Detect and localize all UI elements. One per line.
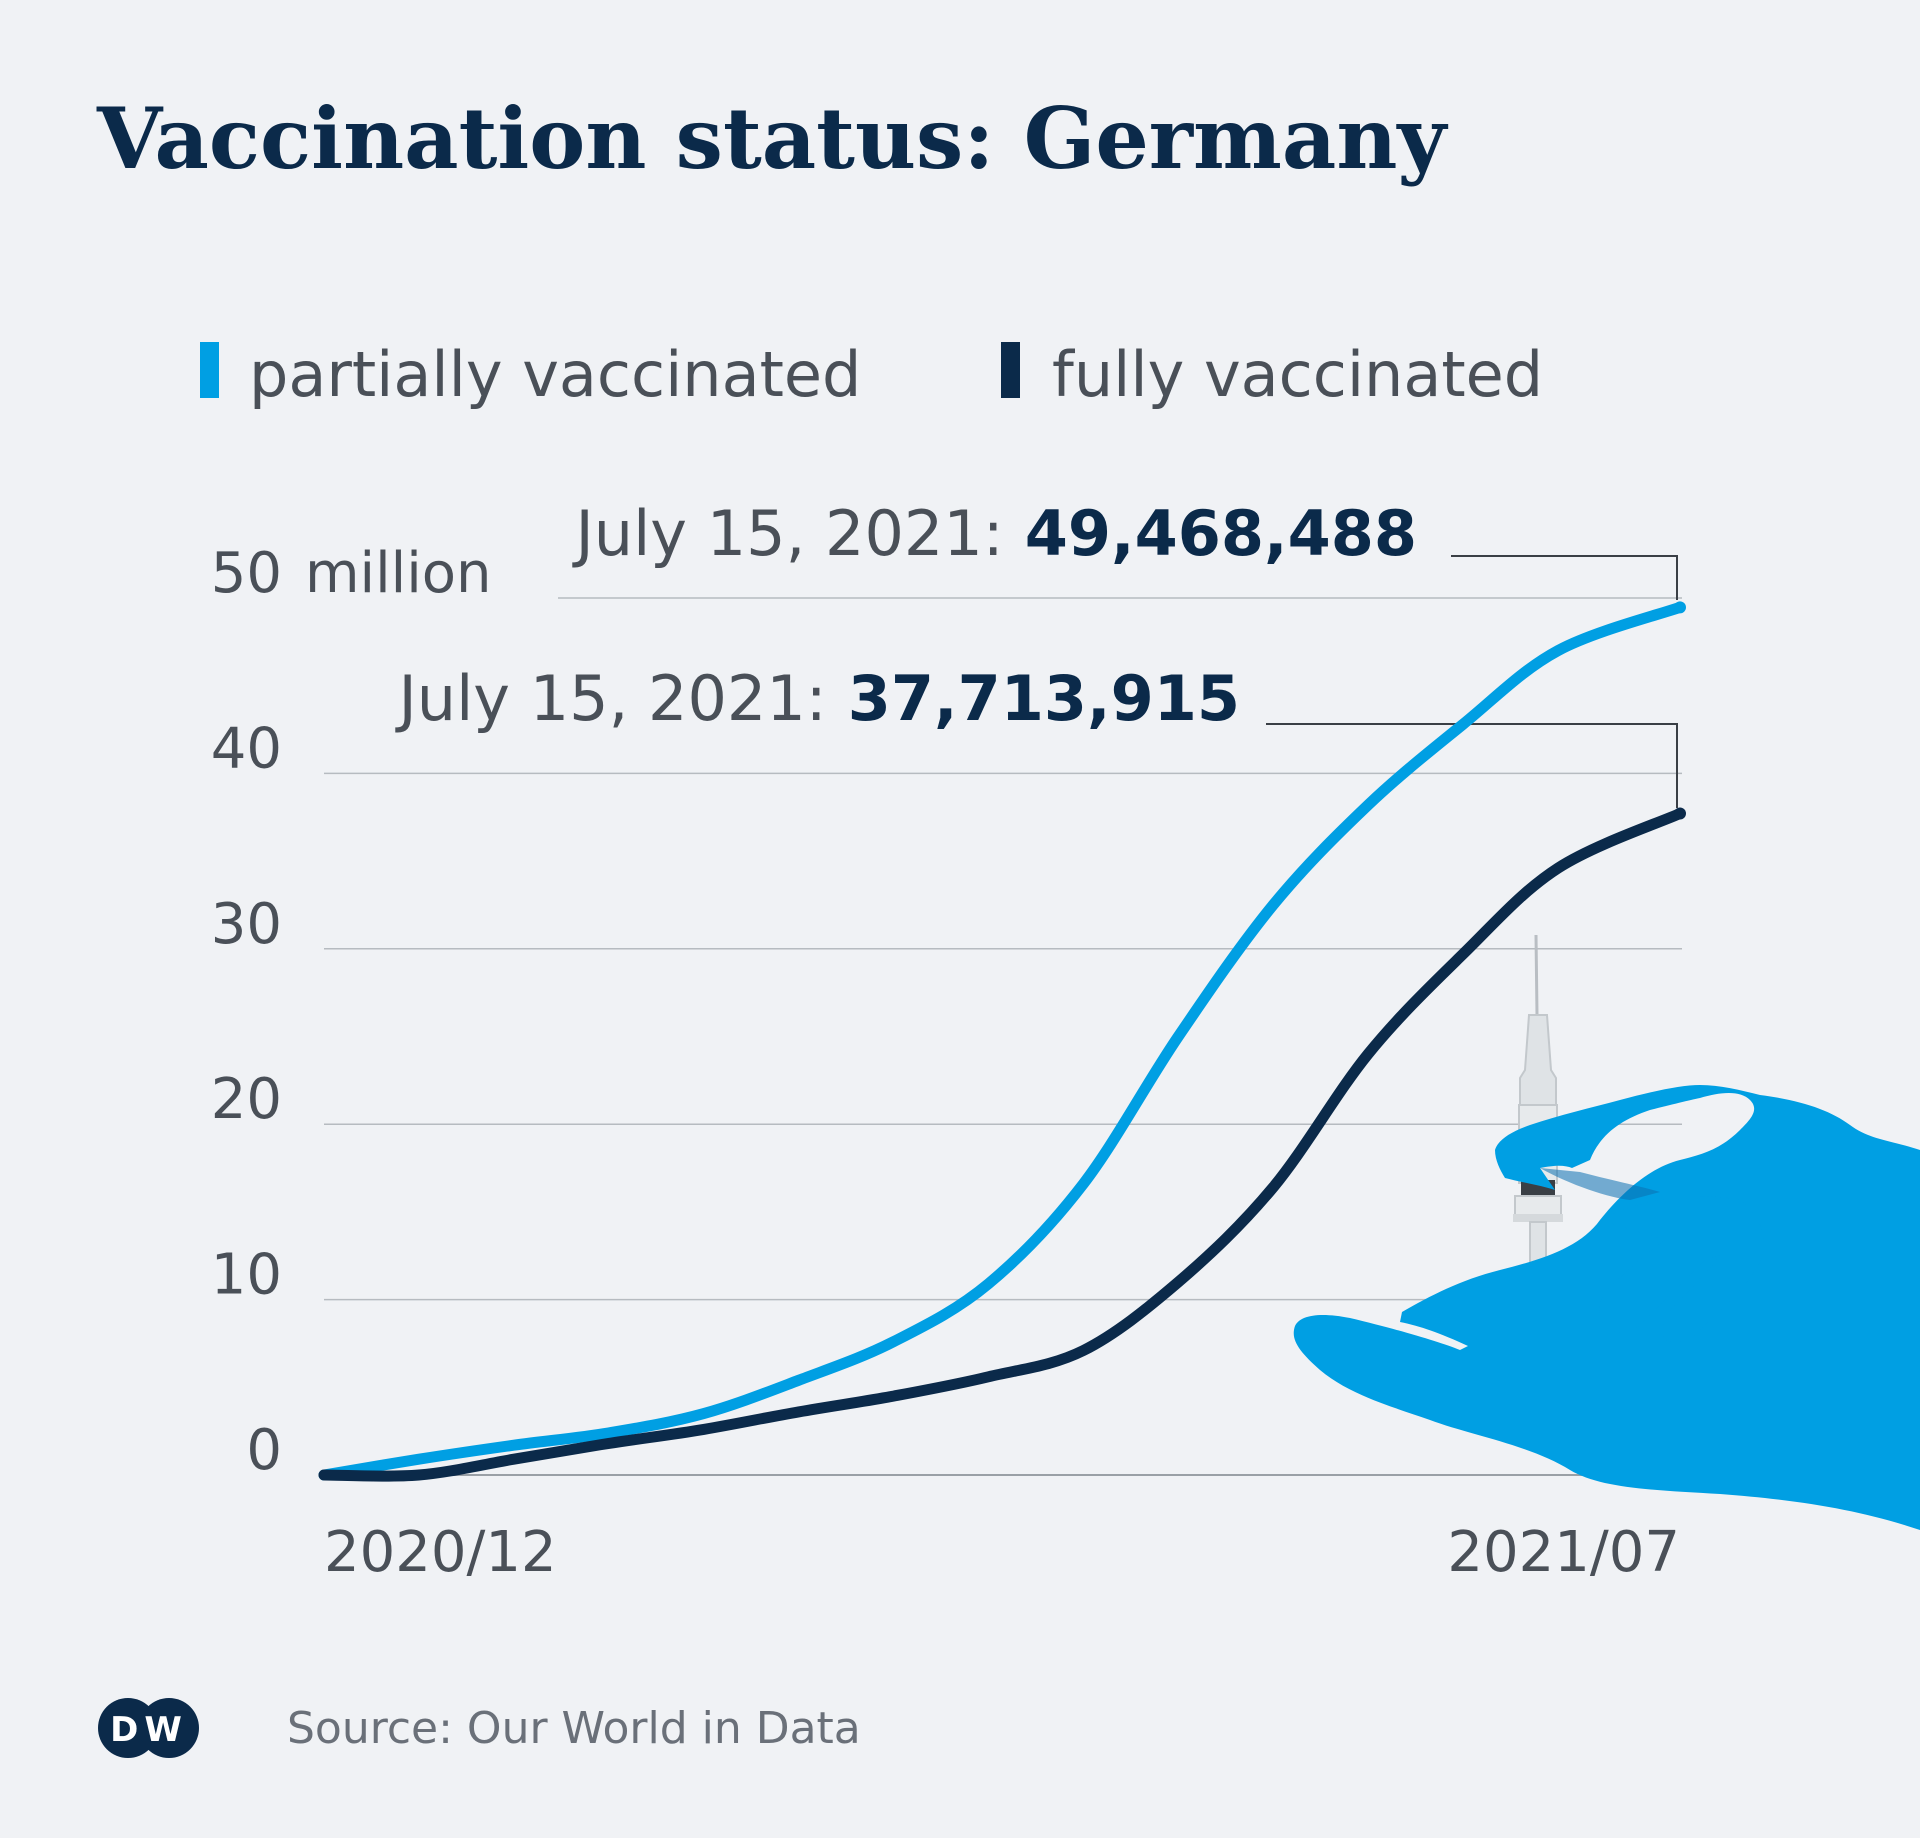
y-tick-label-20: 20 xyxy=(211,1067,282,1132)
y-tick-label-30: 30 xyxy=(211,892,282,957)
legend-swatch-full xyxy=(1001,342,1020,398)
legend-label-full: fully vaccinated xyxy=(1052,338,1543,411)
x-axis: 2020/12 2021/07 xyxy=(324,1520,1680,1585)
dw-logo: DW xyxy=(98,1698,199,1758)
gridlines xyxy=(324,597,1682,1476)
y-tick-label-0: 0 xyxy=(246,1418,282,1483)
chart-title: Vaccination status: Germany xyxy=(96,89,1448,188)
y-tick-label-50: 50 xyxy=(211,541,282,606)
annotation-partial: July 15, 2021: 49,468,488 xyxy=(571,497,1678,600)
series-endpoint-full xyxy=(1674,807,1686,820)
annotation-full-leader xyxy=(1266,723,1678,808)
annotation-partial-leader xyxy=(1451,555,1678,600)
source-note: Source: Our World in Data xyxy=(287,1703,861,1754)
y-unit-label: million xyxy=(305,541,492,606)
annotation-full: July 15, 2021: 37,713,915 xyxy=(394,662,1678,808)
legend-label-partial: partially vaccinated xyxy=(249,338,861,411)
annotation-partial-text: July 15, 2021: 49,468,488 xyxy=(571,497,1417,570)
series-endpoint-partial xyxy=(1674,601,1686,614)
dw-logo-text: DW xyxy=(110,1710,188,1750)
plot-area xyxy=(318,601,1686,1482)
annotation-partial-value: 49,468,488 xyxy=(1025,497,1417,570)
gloved-hand-syringe-icon xyxy=(1293,934,1920,1530)
legend-swatch-partial xyxy=(200,342,219,398)
series-line-partial xyxy=(318,601,1686,1481)
y-tick-label-10: 10 xyxy=(211,1243,282,1308)
annotation-full-text: July 15, 2021: 37,713,915 xyxy=(394,662,1240,735)
x-tick-label-end: 2021/07 xyxy=(1447,1520,1680,1585)
series-line-full xyxy=(318,808,1686,1482)
annotation-full-value: 37,713,915 xyxy=(848,662,1240,735)
annotation-partial-date: July 15, 2021: xyxy=(571,497,1003,570)
x-tick-label-start: 2020/12 xyxy=(324,1520,557,1585)
y-tick-label-40: 40 xyxy=(211,716,282,781)
annotation-full-date: July 15, 2021: xyxy=(394,662,826,735)
y-axis: 0 10 20 30 40 50 million xyxy=(211,541,492,1483)
